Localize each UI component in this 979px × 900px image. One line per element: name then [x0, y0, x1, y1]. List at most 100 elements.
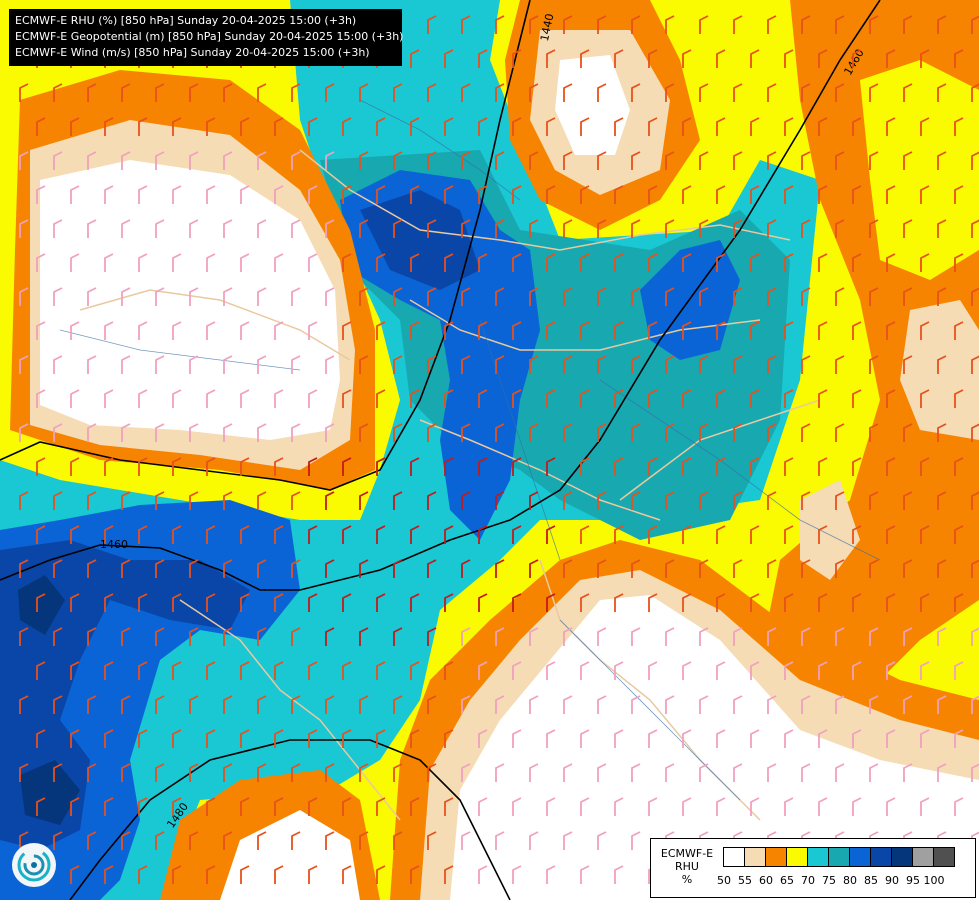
wind-barb [308, 185, 318, 204]
wind-barb [682, 389, 692, 408]
wind-barb [444, 185, 454, 204]
wind-barb [886, 253, 896, 272]
wind-barb [410, 117, 420, 136]
wind-barb [665, 627, 675, 646]
wind-barb [172, 797, 182, 816]
wind-barb [223, 151, 233, 170]
wind-barb [614, 729, 624, 748]
wind-barb [223, 831, 233, 850]
wind-barb [563, 763, 573, 782]
wind-barb [869, 83, 879, 102]
wind-barb [937, 695, 947, 714]
wind-barb [257, 491, 267, 510]
ecmwf-swirl-icon [12, 843, 56, 887]
wind-barb [801, 219, 811, 238]
wind-barb [410, 321, 420, 340]
wind-barb [614, 525, 624, 544]
wind-barb [325, 695, 335, 714]
wind-barb [954, 457, 964, 476]
wind-barb [971, 15, 979, 34]
wind-barb [597, 695, 607, 714]
wind-barb [733, 559, 743, 578]
wind-barb [614, 865, 624, 884]
wind-barb [852, 185, 862, 204]
wind-barb [342, 117, 352, 136]
wind-barb [631, 423, 641, 442]
wind-barb [257, 831, 267, 850]
wind-barb [393, 763, 403, 782]
wind-barb [444, 321, 454, 340]
wind-barb [546, 49, 556, 68]
wind-barb [767, 219, 777, 238]
wind-barb [461, 151, 471, 170]
wind-barb [869, 219, 879, 238]
wind-barb [393, 831, 403, 850]
wind-barb [172, 593, 182, 612]
wind-barb [53, 287, 63, 306]
wind-barb [971, 627, 979, 646]
wind-barb [750, 49, 760, 68]
wind-barb [920, 389, 930, 408]
wind-barb [36, 321, 46, 340]
wind-barb [835, 763, 845, 782]
wind-barb [121, 763, 131, 782]
wind-barb [274, 661, 284, 680]
wind-barb [784, 661, 794, 680]
wind-barb [223, 287, 233, 306]
wind-barb [529, 695, 539, 714]
wind-barb [852, 729, 862, 748]
wind-barb [563, 151, 573, 170]
wind-barb [478, 865, 488, 884]
wind-barb [189, 423, 199, 442]
wind-barb [529, 763, 539, 782]
wind-barb [665, 355, 675, 374]
wind-barb [206, 253, 216, 272]
wind-barb [274, 185, 284, 204]
wind-barb [767, 423, 777, 442]
wind-barb [206, 321, 216, 340]
wind-barb [546, 389, 556, 408]
wind-barb [903, 151, 913, 170]
wind-barb [376, 525, 386, 544]
wind-barb [121, 695, 131, 714]
wind-barb [869, 15, 879, 34]
wind-barb [971, 151, 979, 170]
wind-barb [257, 83, 267, 102]
wind-barb [767, 763, 777, 782]
wind-barb [546, 321, 556, 340]
wind-barb [70, 389, 80, 408]
wind-barb [767, 355, 777, 374]
wind-barb [257, 287, 267, 306]
wind-barb [614, 389, 624, 408]
wind-barb [410, 661, 420, 680]
humidity-field-white-southwest [220, 810, 360, 900]
wind-barb [784, 389, 794, 408]
wind-barb [801, 695, 811, 714]
wind-barb [240, 525, 250, 544]
wind-barb [19, 763, 29, 782]
wind-barb [461, 287, 471, 306]
wind-barb [767, 83, 777, 102]
wind-barb [19, 491, 29, 510]
legend-swatch [765, 847, 787, 867]
wind-barb [631, 627, 641, 646]
wind-barb [495, 287, 505, 306]
wind-barb [325, 219, 335, 238]
wind-barb [104, 593, 114, 612]
wind-barb [410, 729, 420, 748]
wind-barb [784, 49, 794, 68]
wind-barb [716, 729, 726, 748]
wind-barb [631, 219, 641, 238]
wind-barb [172, 185, 182, 204]
wind-barb [631, 695, 641, 714]
wind-barb [903, 287, 913, 306]
wind-barb [937, 559, 947, 578]
wind-barb [784, 185, 794, 204]
wind-barb [19, 559, 29, 578]
wind-barb [597, 219, 607, 238]
wind-barb [580, 797, 590, 816]
wind-barb [427, 83, 437, 102]
wind-barb [393, 627, 403, 646]
wind-barb [138, 593, 148, 612]
wind-barb [410, 865, 420, 884]
